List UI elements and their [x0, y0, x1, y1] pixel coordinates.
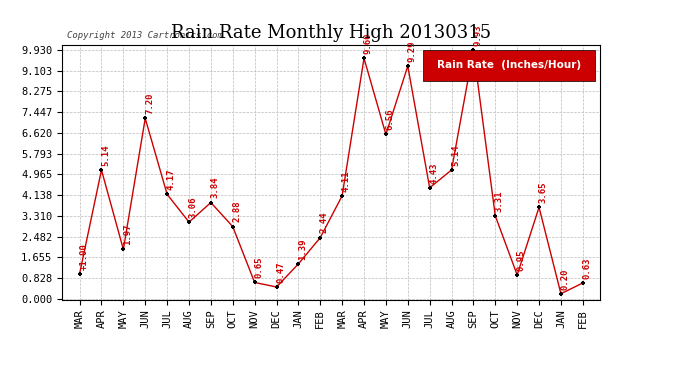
Point	[402, 63, 413, 69]
Point	[161, 191, 172, 197]
Text: +1.00: +1.00	[79, 243, 88, 270]
Text: 1.39: 1.39	[298, 238, 307, 260]
Text: 0.20: 0.20	[560, 268, 569, 290]
Point	[512, 272, 523, 278]
Text: 4.43: 4.43	[429, 162, 438, 184]
Text: 4.11: 4.11	[342, 170, 351, 192]
Text: 3.84: 3.84	[210, 177, 219, 198]
Point	[578, 280, 589, 286]
Text: 5.14: 5.14	[101, 144, 110, 166]
Point	[446, 167, 457, 173]
Point	[293, 261, 304, 267]
Point	[249, 279, 260, 285]
Text: 6.56: 6.56	[386, 109, 395, 130]
Text: 0.65: 0.65	[255, 257, 264, 278]
Point	[533, 204, 544, 210]
Point	[468, 47, 479, 53]
Point	[206, 200, 217, 206]
Point	[424, 185, 435, 191]
Text: 9.93: 9.93	[473, 24, 482, 46]
Text: 0.95: 0.95	[517, 249, 526, 271]
Text: 3.06: 3.06	[188, 196, 197, 218]
Text: Copyright 2013 Cartronics.com: Copyright 2013 Cartronics.com	[68, 31, 224, 40]
Text: 4.17: 4.17	[167, 169, 176, 190]
Point	[315, 235, 326, 241]
Point	[74, 271, 85, 277]
Text: 3.31: 3.31	[495, 190, 504, 211]
Text: 0.63: 0.63	[582, 257, 591, 279]
Point	[555, 291, 566, 297]
Text: 7.20: 7.20	[145, 93, 154, 114]
Text: 9.29: 9.29	[407, 40, 417, 62]
Text: 3.65: 3.65	[539, 182, 548, 203]
Point	[184, 219, 195, 225]
FancyBboxPatch shape	[423, 50, 595, 81]
Point	[139, 116, 150, 122]
Point	[227, 224, 238, 230]
Text: 2.88: 2.88	[233, 201, 241, 222]
Point	[337, 193, 348, 199]
Title: Rain Rate Monthly High 20130315: Rain Rate Monthly High 20130315	[171, 24, 491, 42]
Point	[96, 167, 107, 173]
Point	[380, 131, 391, 137]
Point	[359, 55, 370, 61]
Point	[271, 284, 282, 290]
Text: 2.44: 2.44	[320, 212, 329, 234]
Text: 0.47: 0.47	[276, 261, 285, 283]
Text: 9.60: 9.60	[364, 33, 373, 54]
Text: Rain Rate  (Inches/Hour): Rain Rate (Inches/Hour)	[437, 60, 581, 70]
Point	[490, 213, 501, 219]
Point	[118, 246, 129, 252]
Text: 1.97: 1.97	[123, 224, 132, 245]
Text: 5.14: 5.14	[451, 144, 460, 166]
